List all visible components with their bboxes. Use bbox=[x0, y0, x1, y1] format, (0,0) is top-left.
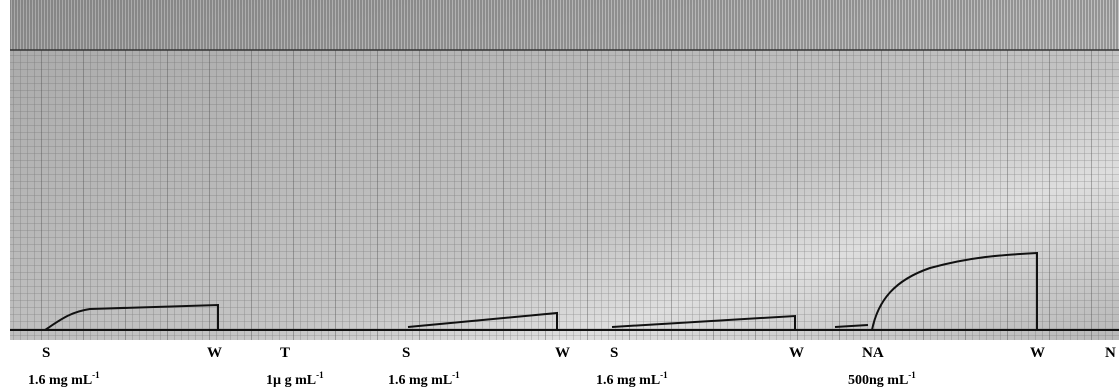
marker-label: S bbox=[610, 345, 618, 361]
marker-label: S bbox=[402, 345, 410, 361]
marker-label: W bbox=[207, 345, 222, 361]
dose-label: 1.6 mg mL-1 bbox=[388, 370, 460, 388]
grid-major bbox=[10, 50, 1119, 340]
marker-label: N bbox=[1105, 345, 1116, 361]
dose-exponent: -1 bbox=[660, 370, 668, 380]
kymograph-figure: S1.6 mg mL-1WT1µ g mL-1S1.6 mg mL-1WS1.6… bbox=[0, 0, 1119, 392]
dose-label: 500ng mL-1 bbox=[848, 370, 916, 388]
marker-label: W bbox=[1030, 345, 1045, 361]
marker-label: W bbox=[555, 345, 570, 361]
dose-exponent: -1 bbox=[316, 370, 324, 380]
dose-text: 1.6 mg mL bbox=[596, 373, 660, 388]
dose-text: 1µ g mL bbox=[266, 373, 316, 388]
marker-label: T bbox=[280, 345, 290, 361]
dose-text: 500ng mL bbox=[848, 373, 908, 388]
marker-label: S bbox=[42, 345, 50, 361]
dose-exponent: -1 bbox=[92, 370, 100, 380]
dose-label: 1.6 mg mL-1 bbox=[596, 370, 668, 388]
dose-exponent: -1 bbox=[452, 370, 460, 380]
time-marks bbox=[10, 0, 1119, 50]
dose-exponent: -1 bbox=[908, 370, 916, 380]
dose-text: 1.6 mg mL bbox=[28, 373, 92, 388]
marker-label: NA bbox=[862, 345, 884, 361]
dose-text: 1.6 mg mL bbox=[388, 373, 452, 388]
dose-label: 1.6 mg mL-1 bbox=[28, 370, 100, 388]
dose-label: 1µ g mL-1 bbox=[266, 370, 324, 388]
marker-label: W bbox=[789, 345, 804, 361]
